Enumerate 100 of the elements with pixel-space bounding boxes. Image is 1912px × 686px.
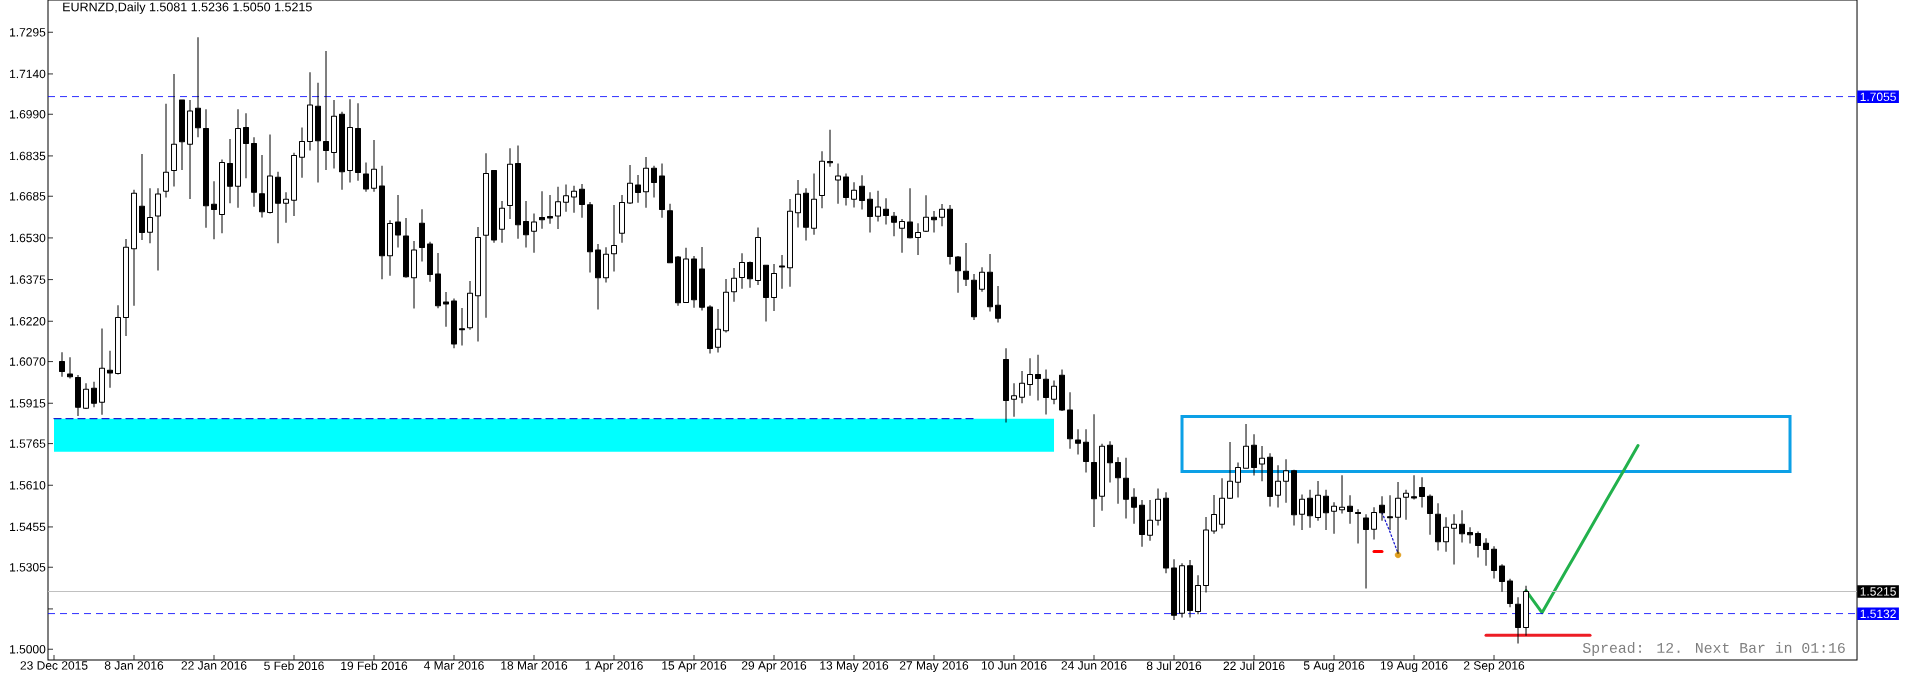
candlestick xyxy=(1123,457,1129,520)
y-tick-label: 1.5915 xyxy=(10,399,46,408)
candlestick xyxy=(659,162,665,219)
candlestick xyxy=(387,219,393,277)
candlestick xyxy=(835,162,841,205)
y-tick-label: 1.5765 xyxy=(10,439,46,448)
candlestick xyxy=(1515,596,1521,645)
y-tick-label: 1.7295 xyxy=(10,28,46,37)
candlestick xyxy=(1499,563,1505,593)
candlestick xyxy=(1099,443,1105,512)
y-tick-label: 1.6990 xyxy=(10,110,46,119)
candlestick xyxy=(523,200,529,249)
candlestick xyxy=(1459,509,1465,544)
candlestick xyxy=(843,172,849,206)
candlestick xyxy=(1179,562,1185,619)
candlestick xyxy=(643,156,649,209)
y-tick-label: 1.7140 xyxy=(10,69,46,79)
x-tick-label: 22 Jan 2016 xyxy=(181,661,247,670)
candlestick xyxy=(1363,513,1369,589)
candlestick xyxy=(867,191,873,234)
candlestick xyxy=(515,144,521,240)
x-tick-label: 15 Apr 2016 xyxy=(662,661,727,673)
candlestick xyxy=(923,194,929,233)
candlestick xyxy=(435,252,441,309)
candlestick xyxy=(931,210,937,234)
line-series xyxy=(1524,443,1640,615)
candlestick xyxy=(851,181,857,209)
candlestick xyxy=(1075,428,1081,456)
y-tick-label: 1.5610 xyxy=(10,481,46,490)
candlestick xyxy=(571,185,577,214)
candlestick xyxy=(1347,494,1353,525)
candlestick xyxy=(211,180,217,240)
candlestick xyxy=(987,253,993,313)
candlestick xyxy=(1323,489,1329,531)
candlestick xyxy=(195,36,201,138)
candlestick xyxy=(1451,513,1457,566)
candlestick xyxy=(675,255,681,307)
candlestick xyxy=(1387,494,1393,531)
candlestick xyxy=(1003,347,1009,424)
candlestick xyxy=(547,194,553,225)
candlestick xyxy=(1131,487,1137,525)
candlestick xyxy=(899,218,905,254)
candlestick xyxy=(419,208,425,263)
candlestick xyxy=(267,133,273,214)
x-tick-label: 10 Jun 2016 xyxy=(981,661,1047,670)
candlestick xyxy=(483,152,489,319)
candlestick xyxy=(691,255,697,309)
candlestick xyxy=(227,138,233,204)
candlestick xyxy=(379,165,385,280)
candlestick xyxy=(1163,491,1169,574)
candlestick xyxy=(1195,574,1201,615)
candlestick xyxy=(1147,499,1153,542)
y-tick-label: 1.6375 xyxy=(10,275,46,284)
candlestick xyxy=(307,71,313,152)
candlestick xyxy=(1355,508,1361,545)
candlestick xyxy=(651,165,657,199)
candlestick xyxy=(115,304,121,375)
candlestick xyxy=(875,190,881,223)
x-tick-label: 5 Feb 2016 xyxy=(264,661,324,670)
x-tick-label: 23 Dec 2015 xyxy=(20,661,88,670)
candlestick xyxy=(779,254,785,290)
candlestick xyxy=(371,139,377,193)
candlestick xyxy=(667,203,673,264)
candlestick xyxy=(1523,585,1529,637)
candlestick xyxy=(427,241,433,283)
candlestick xyxy=(507,147,513,220)
candlestick xyxy=(811,172,817,236)
candlestick xyxy=(707,304,713,355)
candlestick xyxy=(315,82,321,184)
candlestick xyxy=(1107,440,1113,484)
candlestick xyxy=(1267,452,1273,507)
x-tick-label: 8 Jul 2016 xyxy=(1146,661,1202,670)
candlestick xyxy=(1035,354,1041,402)
candlestick xyxy=(1411,474,1417,500)
ref-line-label: 1.5215 xyxy=(1860,587,1896,596)
candlestick xyxy=(323,50,329,171)
x-tick-label: 29 Apr 2016 xyxy=(741,661,807,673)
x-tick-label: 22 Jul 2016 xyxy=(1223,661,1285,670)
candlestick xyxy=(203,108,209,229)
x-tick-label: 19 Feb 2016 xyxy=(341,661,408,670)
candlestick xyxy=(587,201,593,274)
chart-title: EURNZD,Daily 1.5081 1.5236 1.5050 1.5215 xyxy=(63,2,312,14)
candlestick xyxy=(995,285,1001,324)
candlestick xyxy=(699,246,705,312)
candlestick xyxy=(1171,558,1177,621)
x-tick-label: 24 Jun 2016 xyxy=(1061,661,1127,670)
candlestick xyxy=(75,374,81,417)
candlestick xyxy=(731,267,737,303)
candlestick xyxy=(627,164,633,205)
candlestick xyxy=(531,212,537,254)
ref-line-label: 1.5132 xyxy=(1860,609,1896,618)
candlestick xyxy=(979,266,985,293)
candlestick xyxy=(795,179,801,228)
candlestick xyxy=(715,308,721,353)
candlestick xyxy=(1307,489,1313,529)
x-tick-label: 2 Sep 2016 xyxy=(1463,661,1525,673)
candlestick xyxy=(1043,368,1049,416)
candlestick xyxy=(163,103,169,199)
candlestick xyxy=(1251,433,1257,477)
candlestick xyxy=(299,126,305,179)
